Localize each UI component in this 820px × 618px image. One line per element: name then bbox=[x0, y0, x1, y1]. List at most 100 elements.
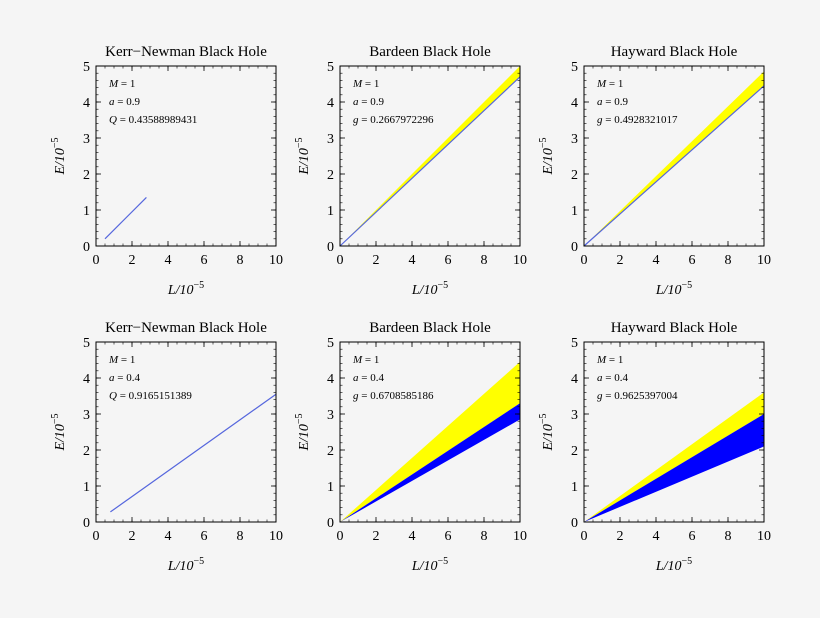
x-tick-label: 8 bbox=[725, 529, 732, 544]
y-axis-label: E/10−5 bbox=[538, 413, 556, 451]
param-a: a = 0.9 bbox=[353, 96, 384, 108]
x-axis-label: L/10−5 bbox=[655, 280, 692, 298]
y-tick-label: 1 bbox=[83, 204, 90, 219]
param-value: 0.2667972296 bbox=[370, 114, 434, 126]
plot-frame bbox=[583, 65, 765, 247]
param-equals: = bbox=[115, 96, 127, 108]
param-value: 1 bbox=[374, 78, 380, 90]
param-M: M = 1 bbox=[596, 354, 623, 366]
param-a: a = 0.4 bbox=[109, 372, 140, 384]
x-tick-label: 2 bbox=[617, 253, 624, 268]
panel-title: Kerr−Newman Black Hole bbox=[105, 44, 267, 60]
panel-title: Kerr−Newman Black Hole bbox=[105, 320, 267, 336]
y-tick-label: 4 bbox=[83, 372, 90, 387]
param-equals: = bbox=[359, 390, 371, 402]
y-tick-label: 5 bbox=[571, 336, 578, 351]
param-name: Q bbox=[109, 114, 117, 126]
param-g: g = 0.6708585186 bbox=[353, 390, 434, 402]
x-tick-label: 8 bbox=[725, 253, 732, 268]
y-axis-label-exponent: −5 bbox=[50, 413, 61, 424]
x-axis-label: L/10−5 bbox=[411, 280, 448, 298]
y-tick-label: 4 bbox=[571, 96, 578, 111]
x-tick-label: 10 bbox=[513, 253, 527, 268]
x-tick-label: 0 bbox=[93, 253, 100, 268]
param-value: 0.9 bbox=[614, 96, 628, 108]
param-name: g bbox=[597, 390, 603, 402]
param-Q: Q = 0.43588989431 bbox=[109, 114, 197, 126]
param-name: a bbox=[597, 96, 603, 108]
param-M: M = 1 bbox=[108, 354, 135, 366]
y-axis-label-text: E/10 bbox=[541, 424, 556, 451]
param-value: 1 bbox=[374, 354, 380, 366]
param-equals: = bbox=[603, 372, 615, 384]
param-name: a bbox=[353, 372, 359, 384]
param-equals: = bbox=[362, 354, 374, 366]
band-1 bbox=[340, 361, 520, 522]
x-axis-label: L/10−5 bbox=[655, 556, 692, 574]
x-tick-label: 6 bbox=[689, 253, 696, 268]
y-tick-label: 0 bbox=[83, 516, 90, 531]
x-axis-label-exponent: −5 bbox=[682, 556, 693, 567]
y-axis-label-exponent: −5 bbox=[294, 413, 305, 424]
param-value: 1 bbox=[130, 354, 136, 366]
y-tick-label: 2 bbox=[83, 444, 90, 459]
series-line bbox=[110, 393, 277, 513]
y-tick-label: 3 bbox=[571, 408, 578, 423]
y-axis-label: E/10−5 bbox=[294, 137, 312, 175]
param-name: M bbox=[596, 354, 607, 366]
param-equals: = bbox=[603, 96, 615, 108]
x-axis-label-text: L/10 bbox=[411, 283, 438, 298]
param-name: M bbox=[108, 78, 119, 90]
x-tick-label: 4 bbox=[653, 529, 660, 544]
band-2 bbox=[584, 414, 764, 522]
param-value: 0.4 bbox=[614, 372, 628, 384]
param-a: a = 0.4 bbox=[353, 372, 384, 384]
y-axis-label-exponent: −5 bbox=[50, 137, 61, 148]
param-value: 0.9165151389 bbox=[129, 390, 193, 402]
y-tick-label: 4 bbox=[327, 96, 334, 111]
x-axis-label-text: L/10 bbox=[655, 283, 682, 298]
x-axis-label-text: L/10 bbox=[167, 559, 194, 574]
plot-frame bbox=[95, 65, 277, 247]
param-value: 1 bbox=[618, 78, 624, 90]
y-tick-label: 5 bbox=[83, 336, 90, 351]
x-tick-label: 4 bbox=[165, 253, 172, 268]
param-equals: = bbox=[118, 78, 130, 90]
param-a: a = 0.9 bbox=[109, 96, 140, 108]
param-name: a bbox=[597, 372, 603, 384]
x-axis-label: L/10−5 bbox=[167, 280, 204, 298]
x-tick-label: 10 bbox=[513, 529, 527, 544]
y-axis-label: E/10−5 bbox=[538, 137, 556, 175]
y-tick-label: 5 bbox=[327, 336, 334, 351]
param-name: M bbox=[352, 354, 363, 366]
param-M: M = 1 bbox=[596, 78, 623, 90]
param-g: g = 0.4928321017 bbox=[597, 114, 678, 126]
x-tick-label: 0 bbox=[581, 253, 588, 268]
param-g: g = 0.2667972296 bbox=[353, 114, 434, 126]
param-equals: = bbox=[606, 354, 618, 366]
x-tick-label: 6 bbox=[201, 529, 208, 544]
x-tick-label: 10 bbox=[757, 529, 771, 544]
param-name: a bbox=[109, 372, 115, 384]
param-g: g = 0.9625397004 bbox=[597, 390, 678, 402]
y-tick-label: 5 bbox=[327, 60, 334, 75]
param-M: M = 1 bbox=[352, 354, 379, 366]
param-equals: = bbox=[359, 114, 371, 126]
param-name: Q bbox=[109, 390, 117, 402]
param-name: M bbox=[596, 78, 607, 90]
param-equals: = bbox=[118, 354, 130, 366]
y-axis-label-exponent: −5 bbox=[538, 137, 549, 148]
x-tick-label: 6 bbox=[445, 529, 452, 544]
x-tick-label: 6 bbox=[689, 529, 696, 544]
y-tick-label: 2 bbox=[571, 444, 578, 459]
band-1 bbox=[584, 392, 764, 522]
x-axis-label: L/10−5 bbox=[411, 556, 448, 574]
x-axis-label-exponent: −5 bbox=[682, 280, 693, 291]
y-tick-label: 5 bbox=[571, 60, 578, 75]
x-tick-label: 2 bbox=[373, 253, 380, 268]
y-axis-label-text: E/10 bbox=[53, 148, 68, 175]
